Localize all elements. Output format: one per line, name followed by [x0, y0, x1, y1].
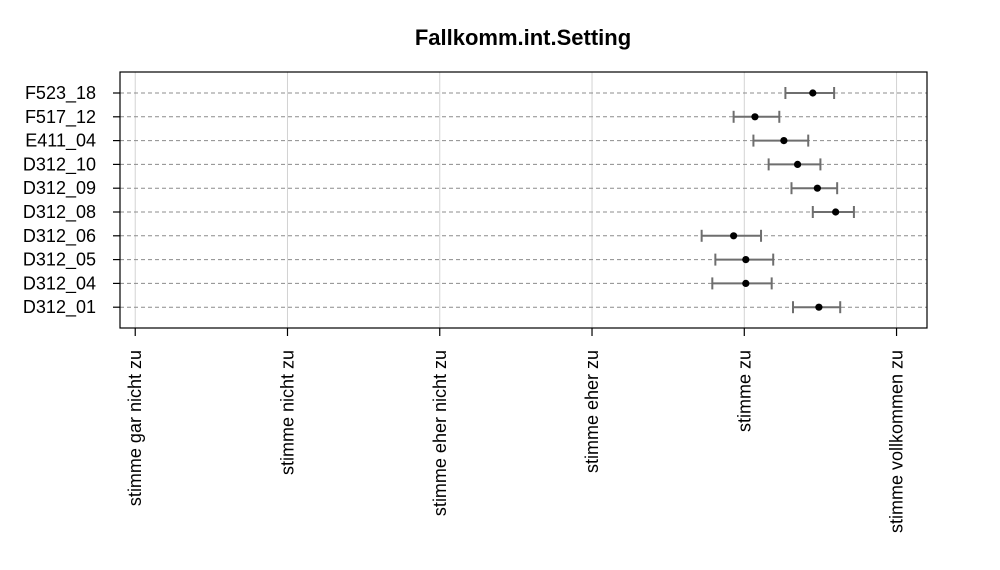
mean-marker [832, 208, 840, 216]
y-tick-label: D312_08 [23, 202, 96, 223]
grid-layer [134, 72, 898, 328]
x-tick-label: stimme zu [734, 350, 754, 432]
y-tick-label: D312_10 [23, 154, 96, 175]
rows-layer [120, 87, 927, 314]
data-point [714, 253, 775, 266]
mean-marker [809, 89, 817, 97]
data-point [811, 206, 855, 218]
plot-frame [119, 71, 928, 329]
x-tick-label: stimme eher nicht zu [430, 350, 450, 516]
x-tick-label: stimme vollkommen zu [887, 350, 907, 533]
y-tick-label: D312_09 [23, 178, 96, 199]
data-point [752, 134, 810, 147]
y-tick-label: D312_01 [23, 297, 96, 318]
mean-marker [730, 232, 738, 240]
x-axis: stimme gar nicht zu stimme nicht zu stimme… [125, 328, 907, 533]
x-tick-label: stimme eher zu [582, 350, 602, 473]
y-tick-label: D312_06 [23, 226, 96, 247]
y-tick-label: F517_12 [25, 107, 96, 128]
x-tick-label: stimme gar nicht zu [125, 350, 145, 506]
y-tick-label: D312_04 [23, 273, 96, 294]
mean-marker [780, 137, 788, 145]
mean-marker [813, 184, 821, 192]
mean-marker [751, 113, 759, 121]
y-tick-label: F523_18 [25, 83, 96, 104]
y-tick-label: E411_04 [25, 131, 96, 152]
data-point [700, 229, 763, 242]
chart-title: Fallkomm.int.Setting [415, 25, 631, 50]
data-point [790, 182, 839, 195]
mean-marker [793, 160, 802, 168]
data-point [732, 110, 781, 123]
data-point [711, 277, 773, 290]
y-tick-label: D312_05 [23, 250, 96, 271]
data-point [792, 301, 842, 314]
data-point [767, 158, 822, 171]
mean-marker [815, 303, 823, 311]
mean-marker [742, 279, 750, 287]
mean-marker [742, 256, 750, 264]
x-tick-label: stimme nicht zu [277, 350, 297, 475]
data-point [784, 87, 836, 99]
